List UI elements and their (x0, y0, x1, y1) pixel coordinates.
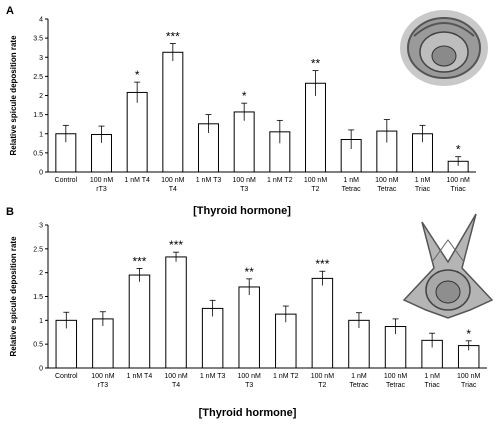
panel-b-category-label: 1 nM (351, 373, 367, 380)
panel-a-category-label: T2 (311, 186, 319, 193)
panel-a-category-label: 1 nM (415, 177, 431, 184)
panel-a-category-label: 1 nM (343, 177, 359, 184)
panel-a-bar (233, 111, 255, 173)
panel-b-y-tick-label: 0.5 (33, 342, 43, 349)
panel-a-category-label: 1 nM T4 (124, 177, 150, 184)
panel-b-significance-label: *** (169, 238, 183, 252)
panel-a-category-label: Triac (415, 186, 431, 193)
chart-panel-a: 0 0.5 1 1.5 2 2.5 3 3.5 4 Relative spicule deposi… (9, 17, 476, 217)
panel-a-significance-label: * (135, 68, 140, 82)
panel-b-category-label: 100 nM (91, 373, 115, 380)
panel-b-category-label: 100 nM (164, 373, 188, 380)
panel-b-x-axis-label: [Thyroid hormone] (199, 407, 297, 419)
panel-a-bar (162, 51, 184, 173)
panel-b-category-label: 1 nM (424, 373, 440, 380)
panel-a-y-tick-label: 4 (39, 17, 43, 24)
panel-a-y-tick-label: 2.5 (33, 74, 43, 81)
panel-a-y-tick-label: 1 (39, 131, 43, 138)
panel-b-category-label: 1 nM T3 (200, 373, 226, 380)
panel-b-y-tick-label: 3 (39, 223, 43, 230)
panel-b-category-label: 100 nM (384, 373, 408, 380)
panel-b-category-label: 1 nM T2 (273, 373, 299, 380)
panel-a-y-tick-label: 0.5 (33, 150, 43, 157)
panel-a-category-label: Tetrac (342, 186, 362, 193)
panel-b-category-label: rT3 (98, 382, 109, 389)
panel-b-bar (238, 286, 260, 369)
panel-b-category-label: Tetrac (386, 382, 406, 389)
chart-panel-b: 0 0.5 1 1.5 2 2.5 3 Relative spicule deposition… (9, 223, 487, 419)
panel-a-y-tick-label: 0 (39, 170, 43, 177)
panel-a-category-label: 100 nM (161, 177, 185, 184)
panel-a-significance-label: * (456, 143, 461, 157)
panel-b-bar (311, 277, 334, 369)
panel-a-category-label: 100 nM (90, 177, 114, 184)
panel-letter-b: B (6, 206, 14, 218)
panel-b-category-label: 100 nM (238, 373, 262, 380)
panel-letter-a: A (6, 5, 14, 17)
panel-b-significance-label: ** (245, 265, 255, 279)
panel-a-category-label: T4 (169, 186, 177, 193)
panel-a-bar (126, 91, 148, 173)
panel-a-x-axis-label: [Thyroid hormone] (193, 205, 291, 217)
panel-a-y-tick-label: 2 (39, 93, 43, 100)
panel-a-category-label: 100 nM (446, 177, 470, 184)
panel-b-y-tick-label: 0 (39, 366, 43, 373)
panel-b-category-label: T4 (172, 382, 180, 389)
panel-b-significance-label: *** (315, 257, 329, 271)
panel-b-category-label: T2 (318, 382, 326, 389)
panel-a-y-tick-label: 1.5 (33, 112, 43, 119)
panel-a-y-axis-label: Relative spicule deposition rate (9, 35, 18, 156)
panel-a-y-tick-label: 3 (39, 55, 43, 62)
panel-b-y-tick-label: 2.5 (33, 246, 43, 253)
panel-a-category-label: rT3 (96, 186, 107, 193)
panel-b-category-label: 100 nM (457, 373, 481, 380)
panel-a-category-label: Control (55, 177, 78, 184)
sea-urchin-pluteus-photo (402, 213, 494, 319)
panel-a-y-tick-label: 3.5 (33, 36, 43, 43)
sea-urchin-larva-photo (400, 10, 488, 86)
panel-b-category-label: Control (55, 373, 78, 380)
panel-b-y-tick-label: 2 (39, 270, 43, 277)
panel-b-bar (92, 318, 114, 369)
panel-a-category-label: 100 nM (304, 177, 328, 184)
panel-b-significance-label: *** (132, 254, 146, 268)
panel-b-y-axis-label: Relative spicule deposition rate (9, 236, 18, 357)
panel-b-bar (201, 307, 224, 369)
panel-b-category-label: 1 nM T4 (127, 373, 153, 380)
panel-b-bar (128, 274, 151, 369)
panel-a-significance-label: ** (311, 57, 321, 71)
panel-a-significance-label: * (242, 89, 247, 103)
panel-a-category-label: 1 nM T2 (267, 177, 293, 184)
panel-a-category-label: Triac (451, 186, 467, 193)
panel-a-bar (305, 82, 326, 173)
panel-a-category-label: T3 (240, 186, 248, 193)
panel-b-category-label: T3 (245, 382, 253, 389)
panel-a-category-label: 1 nM T3 (196, 177, 222, 184)
panel-a-category-label: Tetrac (377, 186, 397, 193)
panel-b-category-label: Triac (461, 382, 477, 389)
panel-a-significance-label: *** (166, 29, 180, 43)
panel-a-category-label: 100 nM (232, 177, 256, 184)
panel-b-category-label: Triac (424, 382, 440, 389)
panel-b-bar (165, 256, 187, 369)
panel-b-y-tick-label: 1.5 (33, 294, 43, 301)
panel-b-category-label: Tetrac (349, 382, 369, 389)
panel-b-significance-label: * (466, 327, 471, 341)
panel-b-y-tick-label: 1 (39, 318, 43, 325)
panel-a-category-label: 100 nM (375, 177, 399, 184)
panel-b-category-label: 100 nM (311, 373, 335, 380)
